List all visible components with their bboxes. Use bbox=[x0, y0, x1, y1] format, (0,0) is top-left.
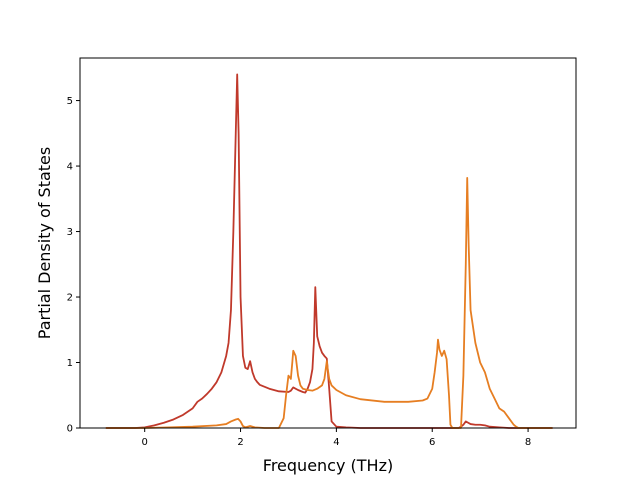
y-tick-label: 2 bbox=[67, 293, 73, 304]
x-axis-label: Frequency (THz) bbox=[263, 456, 393, 475]
x-tick-label: 0 bbox=[142, 437, 148, 448]
axis-ticks: 0 2 4 6 8 0 1 2 3 4 5 bbox=[67, 96, 532, 448]
y-tick-label: 3 bbox=[67, 227, 73, 238]
y-axis-label: Partial Density of States bbox=[35, 147, 54, 339]
x-tick-label: 2 bbox=[237, 437, 243, 448]
y-tick-label: 4 bbox=[67, 162, 73, 173]
series-line-2 bbox=[105, 176, 553, 429]
series-line-1 bbox=[105, 73, 553, 429]
x-tick-label: 6 bbox=[429, 437, 435, 448]
x-tick-label: 4 bbox=[333, 437, 339, 448]
plot-frame bbox=[79, 57, 577, 429]
x-tick-label: 8 bbox=[525, 437, 531, 448]
y-tick-label: 0 bbox=[67, 424, 73, 435]
y-tick-label: 5 bbox=[67, 96, 73, 107]
series-lines bbox=[105, 73, 553, 429]
y-tick-label: 1 bbox=[67, 358, 73, 369]
